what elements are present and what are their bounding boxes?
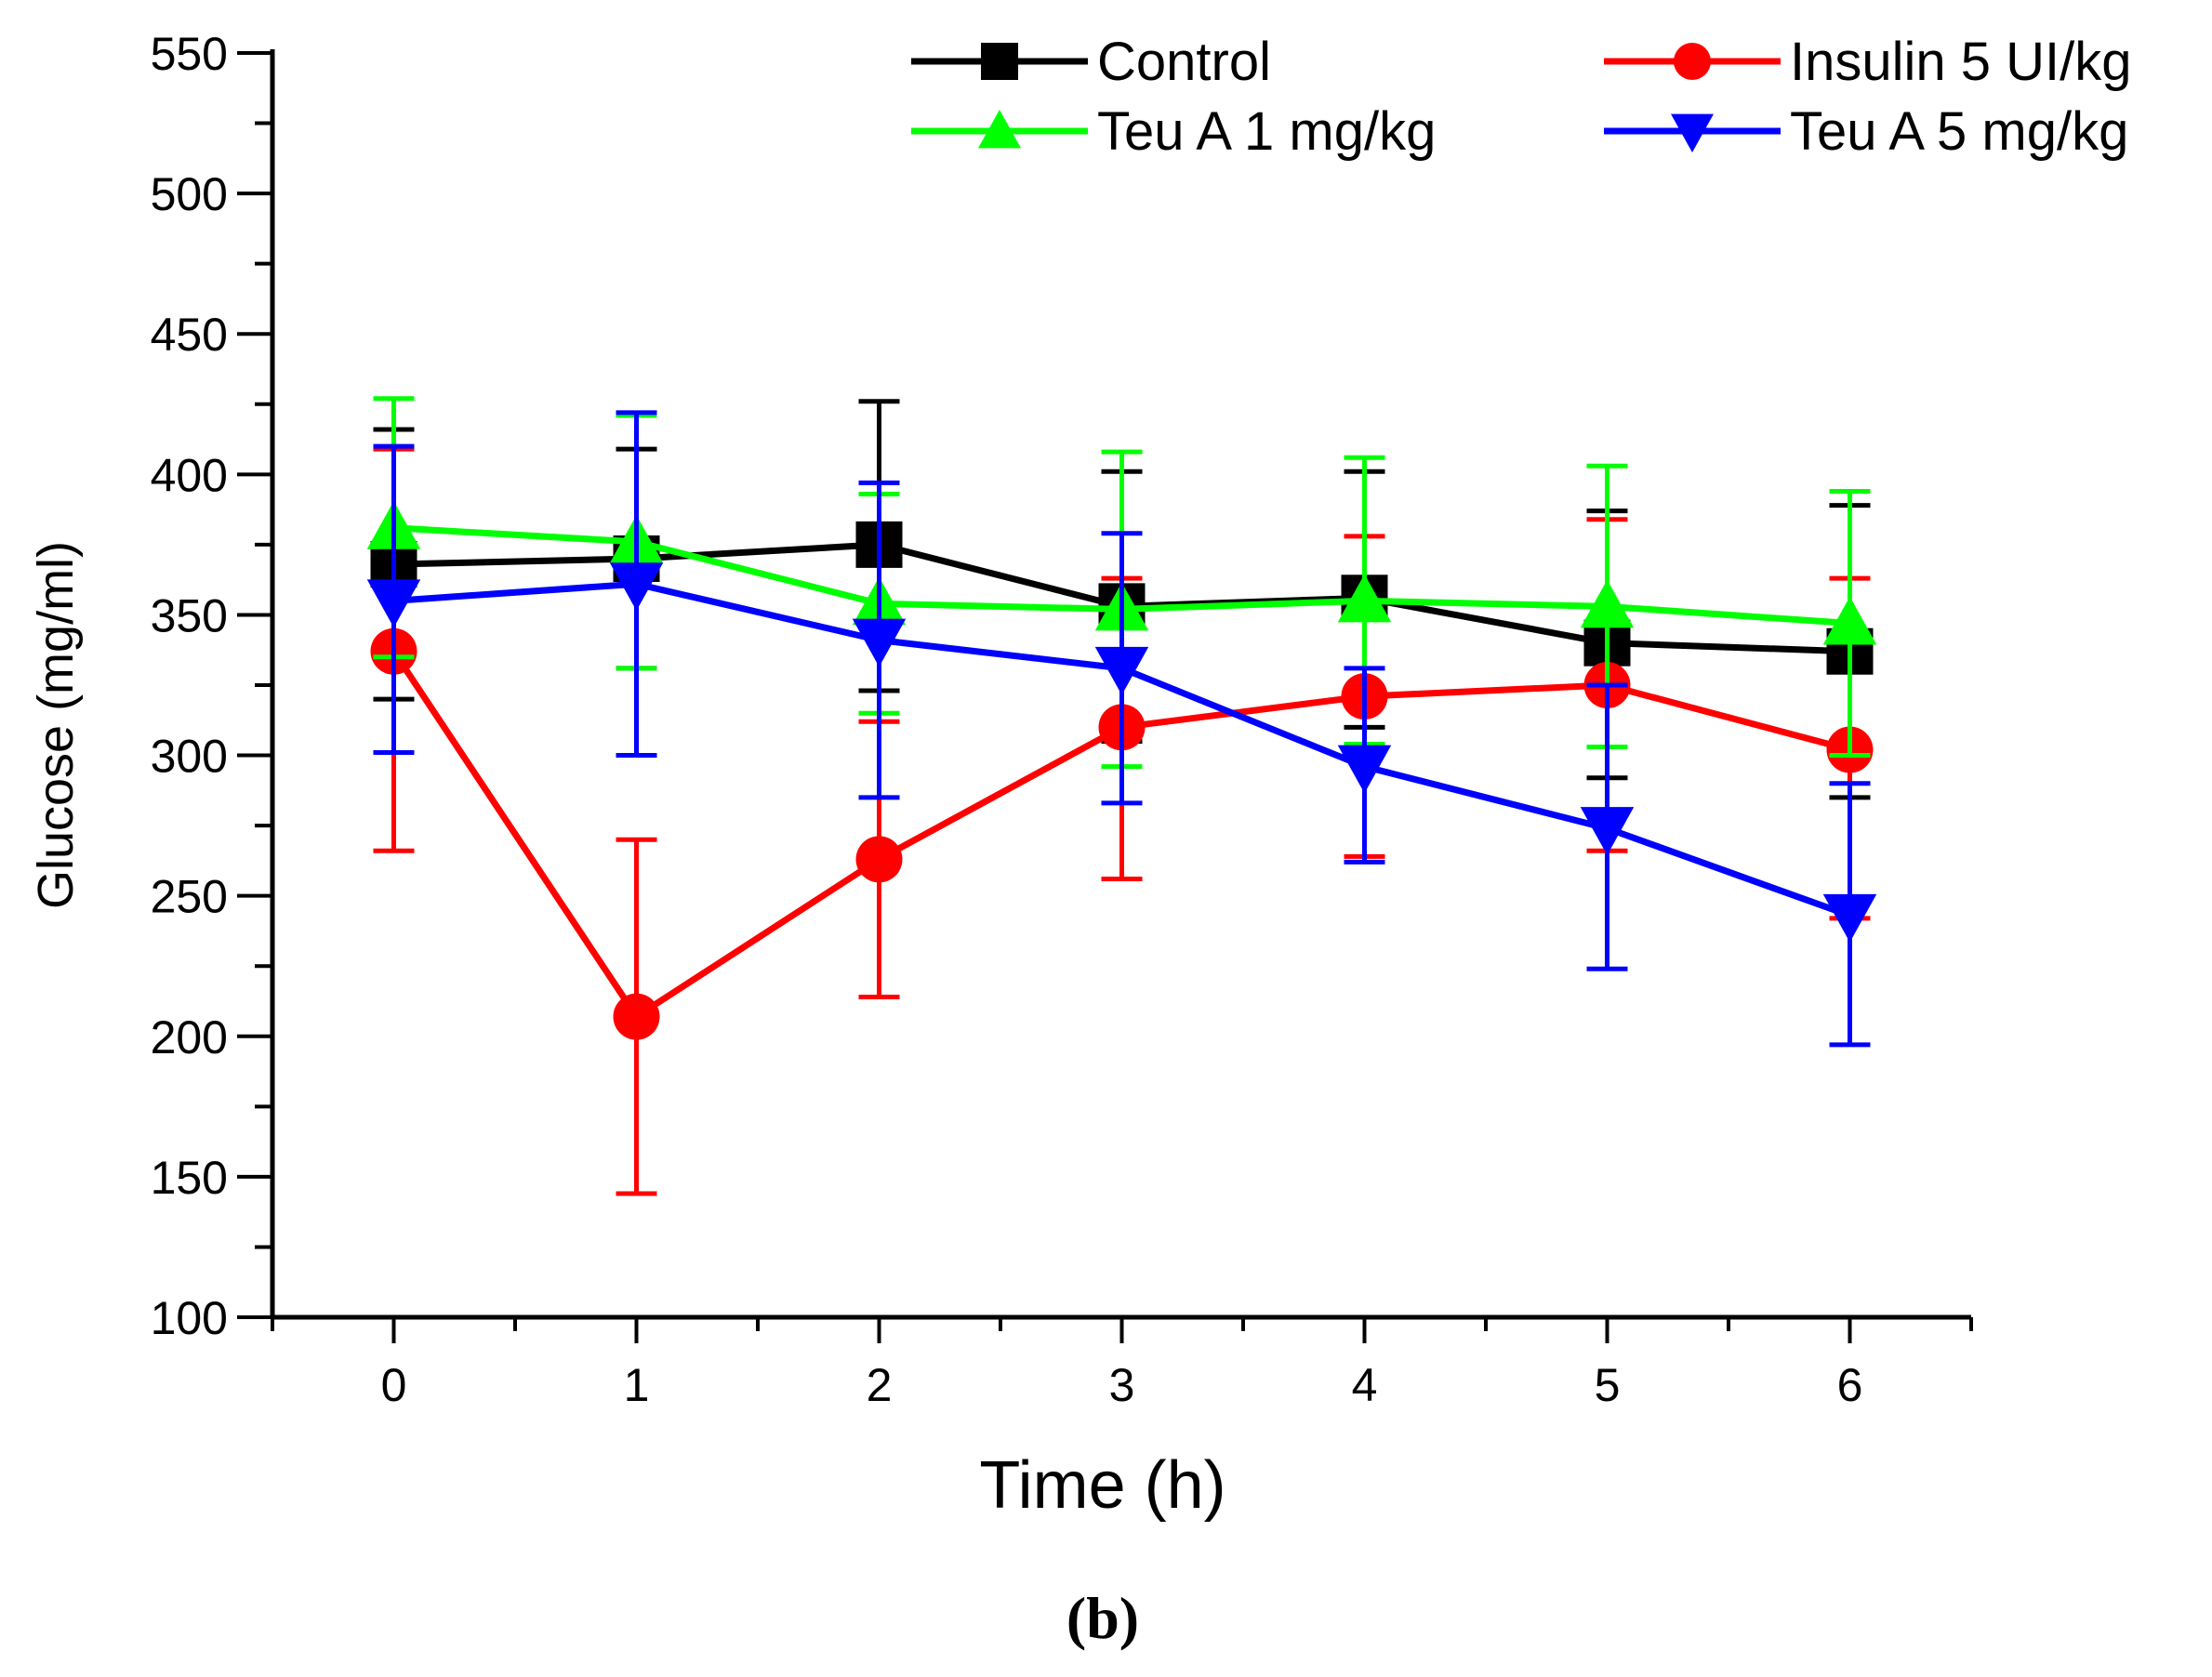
y-tick-label: 350 xyxy=(151,589,228,641)
y-tick-label: 300 xyxy=(151,731,228,783)
legend: Control Insulin 5 UI/kg Teu A 1 mg/kg Teu A… xyxy=(911,32,2132,162)
x-tick-label: 3 xyxy=(1109,1359,1135,1411)
data-point xyxy=(1337,745,1392,794)
legend-label: Teu A 1 mg/kg xyxy=(1097,101,1436,162)
y-tick-label: 500 xyxy=(151,168,228,220)
data-point xyxy=(1822,893,1877,943)
y-tick-label: 250 xyxy=(151,871,228,923)
data-point xyxy=(609,562,664,611)
x-tick-label: 1 xyxy=(624,1359,650,1411)
legend-item: Teu A 1 mg/kg xyxy=(911,101,1436,162)
legend-label: Teu A 5 mg/kg xyxy=(1790,101,2128,162)
data-point xyxy=(1580,579,1635,628)
panel-label: (b) xyxy=(1066,1585,1139,1651)
data-point xyxy=(1822,596,1877,645)
data-point xyxy=(1337,574,1392,623)
data-point xyxy=(855,836,903,883)
series-group xyxy=(366,396,1877,1196)
x-tick-label: 5 xyxy=(1595,1359,1621,1411)
data-point xyxy=(1580,807,1635,855)
x-tick-label: 4 xyxy=(1352,1359,1378,1411)
legend-marker xyxy=(981,43,1018,80)
legend-label: Control xyxy=(1097,32,1271,92)
legend-item: Teu A 5 mg/kg xyxy=(1604,101,2128,162)
y-tick-label: 200 xyxy=(151,1011,228,1063)
y-axis-label: Glucose (mg/ml) xyxy=(28,541,84,909)
legend-label: Insulin 5 UI/kg xyxy=(1790,32,2132,92)
legend-marker xyxy=(1671,113,1714,152)
legend-marker xyxy=(978,110,1021,149)
data-point xyxy=(1094,646,1149,695)
legend-item: Control xyxy=(911,32,1271,92)
data-point xyxy=(366,579,421,628)
x-axis-label: Time (h) xyxy=(979,1448,1225,1523)
data-point xyxy=(613,993,660,1040)
data-point xyxy=(852,618,907,667)
legend-item: Insulin 5 UI/kg xyxy=(1604,32,2132,92)
y-tick-label: 550 xyxy=(151,28,228,80)
x-tick-label: 6 xyxy=(1837,1359,1863,1411)
legend-marker xyxy=(1674,43,1711,80)
y-tick-label: 100 xyxy=(151,1292,228,1344)
x-tick-label: 0 xyxy=(381,1359,407,1411)
series-teu-a-5-mg-kg xyxy=(366,410,1877,1048)
y-tick-label: 450 xyxy=(151,309,228,361)
y-tick-label: 150 xyxy=(151,1152,228,1204)
x-tick-label: 2 xyxy=(867,1359,893,1411)
axes-group: 100 150 200 250 300 350 400 450 500 550 0 1 2 3 4 5 6 xyxy=(151,28,1973,1411)
y-tick-label: 400 xyxy=(151,449,228,501)
